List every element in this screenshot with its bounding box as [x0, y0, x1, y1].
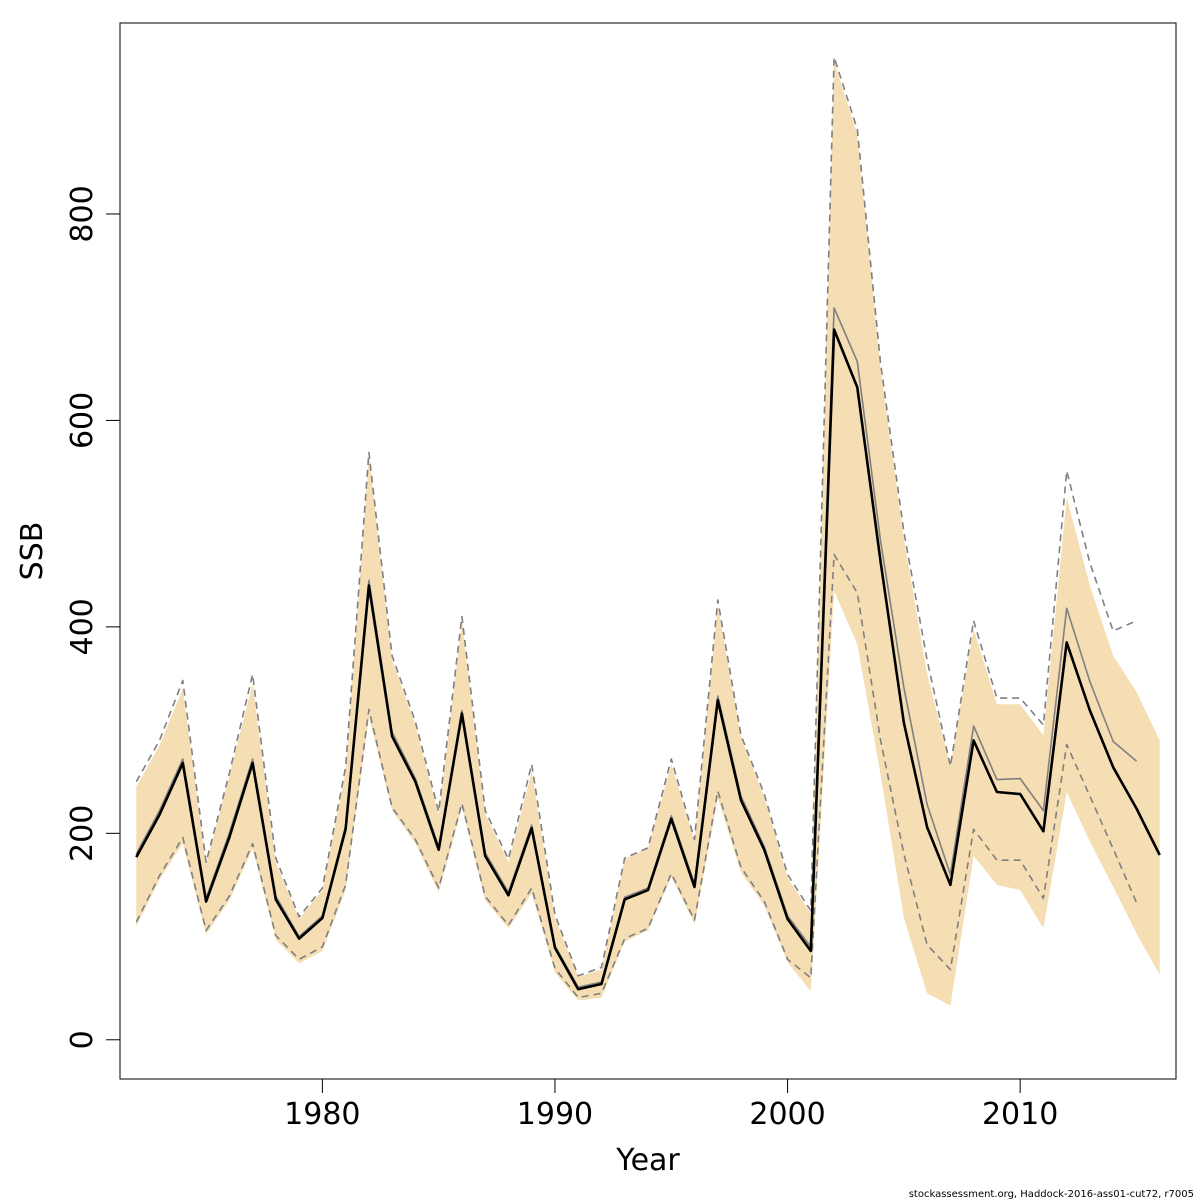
x-tick-label: 1980 [284, 1097, 360, 1132]
y-tick-label: 400 [65, 598, 100, 655]
confidence-band-layer [136, 61, 1160, 1006]
ssb-estimate-line [135, 328, 1161, 991]
y-axis: 0 200 400 600 800 [65, 185, 121, 1049]
x-tick-label: 2010 [982, 1097, 1058, 1132]
dashed-bound-line [135, 56, 1137, 977]
y-tick-label: 600 [65, 392, 100, 449]
x-axis: 1980 1990 2000 2010 [284, 1078, 1058, 1132]
x-axis-title: Year [615, 1143, 680, 1178]
y-tick-label: 800 [65, 185, 100, 242]
y-axis-title: SSB [15, 522, 50, 581]
y-tick-label: 200 [65, 805, 100, 862]
dashed-bound-line [135, 553, 1138, 999]
series-lines-layer [135, 56, 1161, 999]
x-tick-label: 1990 [517, 1097, 593, 1132]
footer-credit: stockassessment.org, Haddock-2016-ass01-… [909, 1189, 1194, 1200]
y-tick-label: 0 [65, 1030, 100, 1049]
x-tick-label: 2000 [749, 1097, 825, 1132]
comparison-estimate-line [135, 307, 1138, 988]
confidence-band [136, 61, 1160, 1006]
